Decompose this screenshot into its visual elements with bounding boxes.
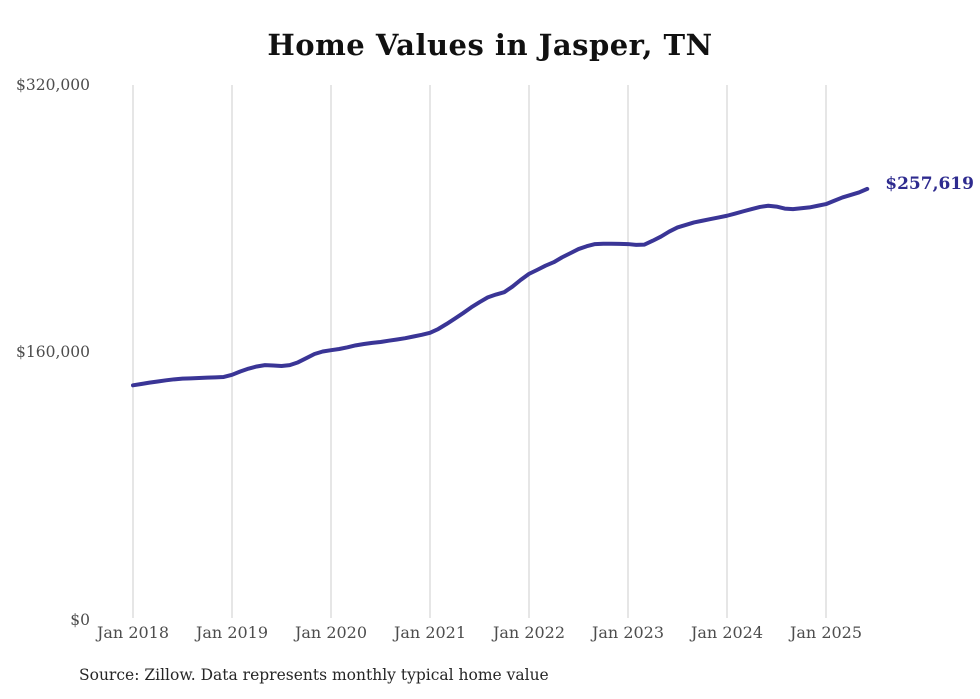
chart-title: Home Values in Jasper, TN	[267, 28, 713, 62]
x-axis-tick-label: Jan 2025	[789, 623, 863, 642]
x-axis-tick-label: Jan 2020	[294, 623, 368, 642]
x-axis-tick-label: Jan 2023	[591, 623, 665, 642]
source-note: Source: Zillow. Data represents monthly …	[79, 666, 549, 684]
x-axis-tick-label: Jan 2021	[393, 623, 467, 642]
x-axis-tick-label: Jan 2018	[96, 623, 170, 642]
x-axis-tick-label: Jan 2019	[195, 623, 269, 642]
gridlines-group	[132, 85, 827, 618]
x-axis-tick-label: Jan 2024	[690, 623, 764, 642]
x-axis-tick-label: Jan 2022	[492, 623, 566, 642]
y-axis-tick-label: $0	[70, 611, 90, 629]
current-value-label: $257,619	[885, 173, 974, 194]
home-value-line	[131, 186, 870, 388]
y-axis-tick-label: $160,000	[16, 342, 90, 361]
y-axis-tick-label: $320,000	[16, 76, 90, 94]
